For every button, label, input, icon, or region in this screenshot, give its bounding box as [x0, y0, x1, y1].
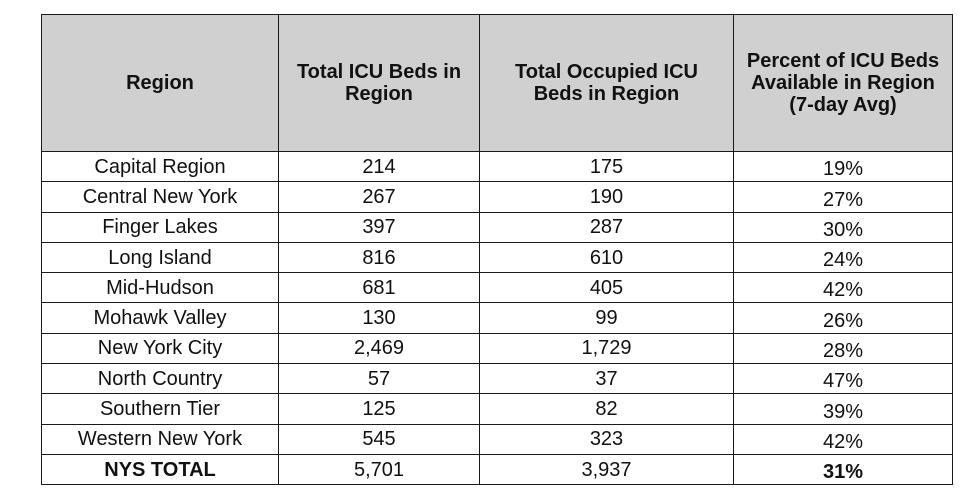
- cell-occupied-beds: 323: [479, 423, 734, 455]
- cell-total-beds: 125: [278, 393, 480, 425]
- cell-percent-available: 26%: [733, 302, 953, 334]
- cell-total-beds: 130: [278, 302, 480, 334]
- cell-occupied-beds: 99: [479, 302, 734, 334]
- total-label: NYS TOTAL: [41, 453, 279, 486]
- icu-beds-table: Region Total ICU Beds in Region Total Oc…: [41, 14, 953, 486]
- cell-region: New York City: [41, 332, 279, 365]
- table-header: Region Total ICU Beds in Region Total Oc…: [41, 14, 953, 152]
- cell-total-beds: 2,469: [278, 332, 480, 365]
- cell-region: Western New York: [41, 423, 279, 455]
- total-occupied-value: 3,937: [479, 453, 734, 486]
- total-beds-value: 5,701: [278, 453, 480, 486]
- table-row: Long Island 816 610 24%: [41, 241, 953, 274]
- cell-occupied-beds: 175: [479, 150, 734, 183]
- table-row: Southern Tier 125 82 39%: [41, 393, 953, 425]
- table-row: New York City 2,469 1,729 28%: [41, 332, 953, 365]
- cell-occupied-beds: 37: [479, 363, 734, 395]
- header-total-occupied-label: Total Occupied ICU Beds in Region: [515, 61, 698, 105]
- table-row: Mid-Hudson 681 405 42%: [41, 272, 953, 304]
- total-percent-available: 31%: [733, 453, 953, 486]
- cell-percent-available: 27%: [733, 181, 953, 213]
- icu-beds-table-container: Region Total ICU Beds in Region Total Oc…: [41, 14, 953, 486]
- cell-percent-available: 24%: [733, 241, 953, 274]
- cell-region: Mid-Hudson: [41, 272, 279, 304]
- header-percent-available-label: Percent of ICU Beds Available in Region …: [746, 50, 940, 116]
- header-percent-available: Percent of ICU Beds Available in Region …: [733, 14, 953, 152]
- table-row: Central New York 267 190 27%: [41, 181, 953, 213]
- cell-percent-available: 42%: [733, 272, 953, 304]
- cell-percent-available: 28%: [733, 332, 953, 365]
- header-region-label: Region: [126, 72, 194, 94]
- header-total-icu-beds-label: Total ICU Beds in Region: [296, 61, 462, 105]
- table-row: Capital Region 214 175 19%: [41, 150, 953, 183]
- cell-total-beds: 267: [278, 181, 480, 213]
- header-region: Region: [41, 14, 279, 152]
- cell-region: Long Island: [41, 241, 279, 274]
- cell-occupied-beds: 82: [479, 393, 734, 425]
- cell-percent-available: 47%: [733, 363, 953, 395]
- cell-occupied-beds: 610: [479, 241, 734, 274]
- table-row: Western New York 545 323 42%: [41, 423, 953, 455]
- cell-total-beds: 681: [278, 272, 480, 304]
- cell-region: Southern Tier: [41, 393, 279, 425]
- cell-occupied-beds: 1,729: [479, 332, 734, 365]
- table-row: Finger Lakes 397 287 30%: [41, 211, 953, 243]
- cell-region: Capital Region: [41, 150, 279, 183]
- cell-total-beds: 545: [278, 423, 480, 455]
- cell-percent-available: 39%: [733, 393, 953, 425]
- cell-total-beds: 397: [278, 211, 480, 243]
- cell-occupied-beds: 405: [479, 272, 734, 304]
- cell-percent-available: 42%: [733, 423, 953, 455]
- cell-region: Mohawk Valley: [41, 302, 279, 334]
- table-row: North Country 57 37 47%: [41, 363, 953, 395]
- cell-region: Finger Lakes: [41, 211, 279, 243]
- cell-total-beds: 816: [278, 241, 480, 274]
- cell-region: Central New York: [41, 181, 279, 213]
- header-total-occupied-icu-beds: Total Occupied ICU Beds in Region: [479, 14, 734, 152]
- total-row: NYS TOTAL 5,701 3,937 31%: [41, 453, 953, 486]
- cell-occupied-beds: 287: [479, 211, 734, 243]
- cell-percent-available: 19%: [733, 150, 953, 183]
- cell-total-beds: 57: [278, 363, 480, 395]
- table-row: Mohawk Valley 130 99 26%: [41, 302, 953, 334]
- header-total-icu-beds: Total ICU Beds in Region: [278, 14, 480, 152]
- cell-total-beds: 214: [278, 150, 480, 183]
- cell-occupied-beds: 190: [479, 181, 734, 213]
- header-row: Region Total ICU Beds in Region Total Oc…: [41, 14, 953, 152]
- cell-region: North Country: [41, 363, 279, 395]
- table-body: Capital Region 214 175 19% Central New Y…: [41, 150, 953, 486]
- cell-percent-available: 30%: [733, 211, 953, 243]
